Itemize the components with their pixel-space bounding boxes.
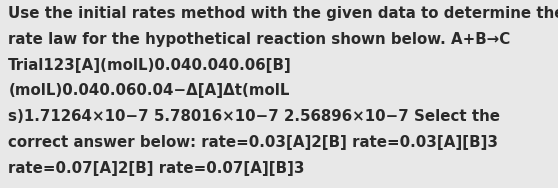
Text: Use the initial rates method with the given data to determine the: Use the initial rates method with the gi… [8,6,558,21]
Text: rate=0.07[A]2[B] rate=0.07[A][B]3: rate=0.07[A]2[B] rate=0.07[A][B]3 [8,161,305,176]
Text: rate law for the hypothetical reaction shown below. A+B→C: rate law for the hypothetical reaction s… [8,32,511,47]
Text: correct answer below: rate=0.03[A]2[B] rate=0.03[A][B]3: correct answer below: rate=0.03[A]2[B] r… [8,135,498,150]
Text: (molL)0.040.060.04−Δ[A]Δt(molL: (molL)0.040.060.04−Δ[A]Δt(molL [8,83,290,99]
Text: Trial123[A](molL)0.040.040.06[B]: Trial123[A](molL)0.040.040.06[B] [8,58,292,73]
Text: s)1.71264×10−7 5.78016×10−7 2.56896×10−7 Select the: s)1.71264×10−7 5.78016×10−7 2.56896×10−7… [8,109,501,124]
